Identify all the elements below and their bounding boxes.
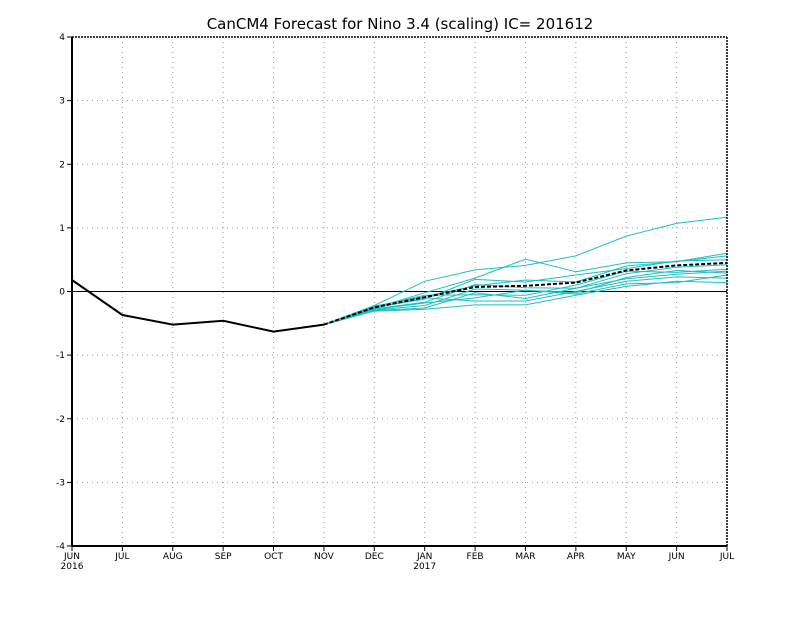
- x-tick-label: MAY: [617, 552, 636, 562]
- gridlines: [72, 37, 727, 546]
- x-tick-label: JAN: [416, 552, 432, 562]
- x-tick-label: JUN: [63, 552, 80, 562]
- observed-series-line: [71, 279, 325, 333]
- y-tick-label: 0: [59, 288, 65, 298]
- y-tick-label: -2: [56, 415, 65, 425]
- x-tick-label: OCT: [264, 552, 283, 562]
- x-tick-label: AUG: [163, 552, 183, 562]
- x-axis-ticks: JUN JUL AUG SEP OCT NOV DEC JAN FEB MAR APR MAY JUN J…: [61, 546, 734, 572]
- x-tick-label: JUL: [114, 552, 129, 562]
- x-tick-label: JUN: [668, 552, 685, 562]
- x-tick-label: MAR: [515, 552, 535, 562]
- x-tick-label: DEC: [365, 552, 384, 562]
- ensemble-member-line-6: [323, 268, 728, 326]
- x-tick-label: FEB: [467, 552, 484, 562]
- ensemble-member-line-1: [323, 216, 728, 326]
- y-tick-label: 4: [59, 33, 65, 43]
- y-axis-ticks: -4 -3 -2 -1 0 1 2 3 4: [56, 33, 72, 552]
- ensemble-members: [323, 216, 728, 326]
- ensemble-member-line-9: [323, 276, 728, 326]
- x-tick-label: SEP: [215, 552, 232, 562]
- x-year-label: 2017: [413, 562, 436, 572]
- y-tick-label: -1: [56, 351, 65, 361]
- y-tick-label: -4: [56, 542, 65, 552]
- y-tick-label: -3: [56, 478, 65, 488]
- ensemble-mean-series-line: [323, 261, 728, 326]
- y-tick-label: 1: [59, 224, 65, 234]
- x-tick-label: NOV: [314, 552, 335, 562]
- ensemble-member-line-2: [323, 252, 728, 326]
- observed-line: [71, 279, 325, 333]
- ensemble-member-line-11: [323, 280, 728, 326]
- x-year-label: 2016: [61, 562, 84, 572]
- ensemble-member-line-5: [323, 264, 728, 326]
- x-tick-label: JUL: [719, 552, 734, 562]
- ensemble-member-line-8: [323, 270, 728, 326]
- x-tick-label: APR: [567, 552, 585, 562]
- y-tick-label: 3: [59, 97, 65, 107]
- chart-title: CanCM4 Forecast for Nino 3.4 (scaling) I…: [207, 15, 594, 33]
- y-tick-label: 2: [59, 160, 65, 170]
- ensemble-mean-line: [323, 261, 728, 326]
